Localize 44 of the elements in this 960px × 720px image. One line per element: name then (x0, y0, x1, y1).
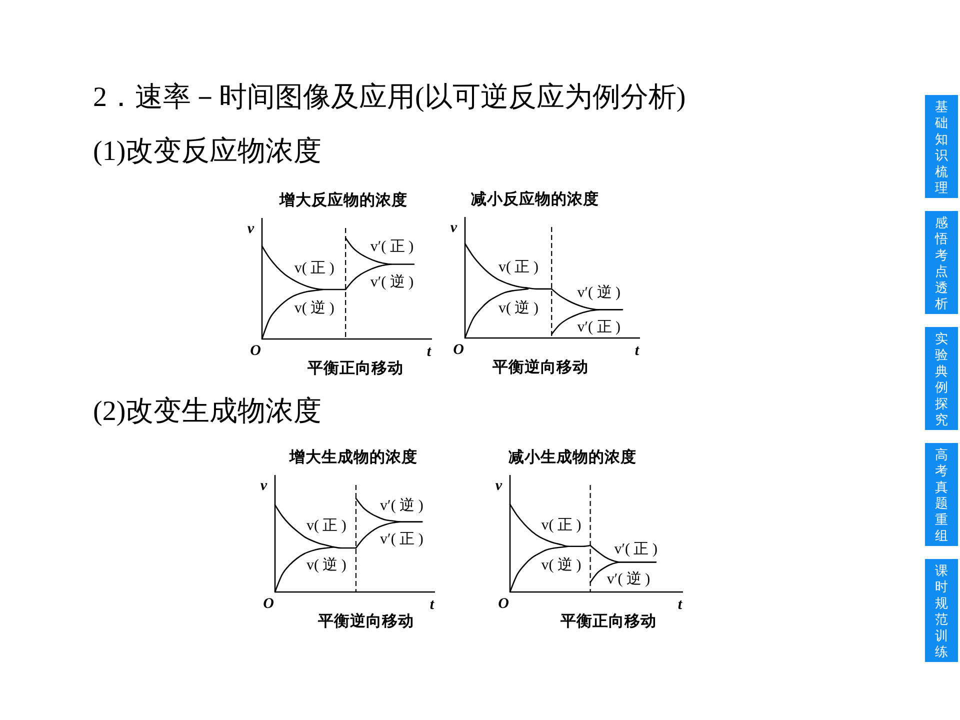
text: 平衡正向移动 (560, 612, 657, 630)
series-label: v( 正 ) (306, 518, 346, 534)
series-label: v′( 逆 ) (577, 284, 621, 302)
text: 平衡逆向移动 (317, 612, 414, 630)
text: 实验典例探究 (935, 331, 948, 427)
series-label: v( 逆 ) (498, 299, 538, 316)
y-axis-title: v (260, 478, 268, 494)
text: O (498, 596, 510, 612)
series-label: v( 正 ) (294, 260, 334, 276)
y-axis-title: v (450, 220, 458, 236)
text: O (453, 342, 464, 358)
series-label: v′( 正 ) (380, 531, 424, 548)
series-label: v( 逆 ) (294, 300, 334, 317)
text: (2)改变生成物浓度 (93, 396, 322, 427)
text: 平衡正向移动 (306, 359, 404, 377)
y-axis-title: v (247, 221, 254, 237)
series-label: v( 正 ) (498, 260, 538, 276)
text: 课时规范训练 (935, 563, 948, 659)
series-label: v( 逆 ) (306, 556, 346, 574)
chart-title: 增大反应物的浓度 (278, 190, 408, 209)
x-axis-title: t (430, 597, 435, 613)
text: 平衡逆向移动 (491, 358, 588, 376)
series-label: v′( 正 ) (370, 239, 414, 256)
series-label: v′( 逆 ) (606, 570, 650, 588)
chart-title: 减小反应物的浓度 (471, 189, 599, 208)
chart-title: 减小生成物的浓度 (508, 447, 636, 466)
series-label: v( 逆 ) (541, 556, 582, 574)
series-label: v( 正 ) (541, 518, 582, 534)
series-label: v′( 正 ) (614, 541, 658, 558)
chart-title: 增大生成物的浓度 (288, 447, 418, 466)
x-axis-title: t (634, 343, 640, 359)
x-axis-title: t (678, 597, 683, 613)
text: (1)改变反应物浓度 (93, 136, 322, 167)
text: 基础知识梳理 (934, 99, 948, 195)
y-axis-title: v (495, 478, 502, 494)
series-label: v′( 逆 ) (370, 273, 414, 290)
text: 感悟考点透析 (934, 215, 948, 311)
x-axis-title: t (426, 344, 432, 360)
text: O (250, 343, 262, 359)
series-label: v′( 逆 ) (380, 497, 424, 514)
text: 高考真题重组 (935, 447, 948, 543)
text: 2．速率－时间图像及应用(以可逆反应为例分析) (93, 82, 686, 113)
text: O (263, 596, 274, 612)
series-label: v′( 正 ) (577, 319, 621, 336)
